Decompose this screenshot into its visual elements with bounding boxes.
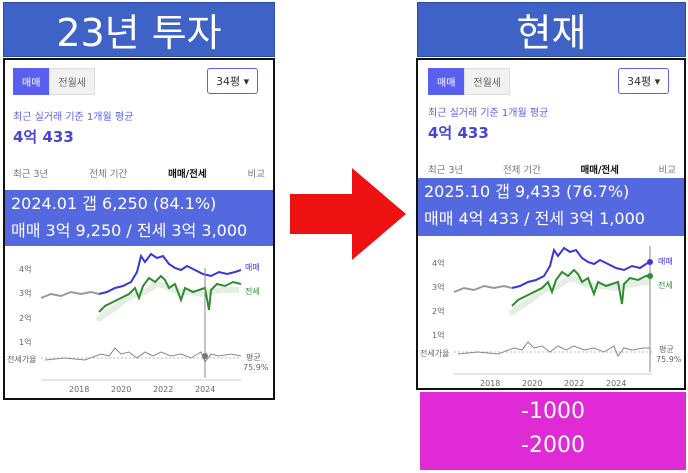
right-tooltip-gap: 2025.10 갭 9,433 (76.7%) [424,182,630,201]
arrow-icon [290,168,406,260]
right-size-value: 34평 [627,75,652,88]
left-ytick-2: 2억 [19,313,31,323]
left-ratio-label: 전세가율 [7,354,36,364]
right-average-price: 4억 433 [428,124,489,142]
chevron-down-icon: ▾ [243,75,250,88]
left-line-ratio [44,347,242,364]
right-filter-3y[interactable]: 최근 3년 [428,165,464,176]
left-cursor-point [202,353,208,359]
left-jeonse-band [95,280,239,323]
right-deal-tabs: 매매 전월세 [428,68,511,95]
right-tab-sale[interactable]: 매매 [428,68,465,95]
right-ytick-4: 4억 [432,258,444,268]
right-filter-compare[interactable]: 비교 [658,165,676,176]
right-ytick-1: 1억 [432,330,444,340]
left-xtick-2020: 2020 [111,385,131,394]
left-label-jeonse: 전세 [245,286,260,296]
right-cursor-point-jeonse [647,273,653,279]
left-ytick-3: 3억 [19,288,31,298]
right-price-chart: 4억 3억 2억 1억 전세가율 매매 전세 평균 75.9% 2018 202… [420,246,682,388]
right-line-sale [511,246,651,289]
right-subtitle: 최근 실거래 기준 1개월 평균 [428,108,549,119]
left-line-sale [98,252,242,295]
left-tab-rent[interactable]: 전월세 [49,68,96,95]
left-line-jeonse [98,274,242,313]
right-apartment-card: 매매 전월세 34평 ▾ 최근 실거래 기준 1개월 평균 4억 433 최근 … [416,58,686,390]
caption-line-1: -1000 [521,399,585,424]
left-line-history [40,290,100,299]
right-tab-rent[interactable]: 전월세 [464,68,511,95]
left-xtick-2018: 2018 [69,385,89,394]
left-xtick-2022: 2022 [153,385,173,394]
left-period-filters: 최근 3년 전체 기간 매매/전세 비교 [13,166,265,180]
left-tooltip-prices: 매매 3억 9,250 / 전세 3억 3,000 [11,221,248,240]
left-avg-value: 75.9% [243,363,269,372]
right-jeonse-band [508,274,650,317]
right-line-ratio [457,341,650,358]
right-ytick-3: 3억 [432,282,444,292]
left-filter-3y[interactable]: 최근 3년 [13,169,49,180]
left-tooltip-box: 2024.01 갭 6,250 (84.1%) 매매 3억 9,250 / 전세… [5,190,273,246]
left-tab-sale[interactable]: 매매 [13,68,50,95]
left-deal-tabs: 매매 전월세 [13,68,96,95]
caption-line-2: -2000 [521,433,585,458]
right-cursor-point-sale [647,259,653,265]
left-filter-sale-jeonse[interactable]: 매매/전세 [168,169,207,180]
right-xtick-2022: 2022 [564,379,584,388]
difference-caption: -1000 -2000 [420,392,686,470]
left-subtitle: 최근 실거래 기준 1개월 평균 [13,112,134,123]
right-avg-value: 75.9% [656,355,682,364]
right-period-filters: 최근 3년 전체 기간 매매/전세 비교 [428,162,676,176]
right-xtick-2020: 2020 [522,379,542,388]
right-banner: 현재 [417,2,686,57]
right-filter-all[interactable]: 전체 기간 [502,165,541,176]
left-apartment-card: 매매 전월세 34평 ▾ 최근 실거래 기준 1개월 평균 4억 433 최근 … [3,58,275,400]
chevron-down-icon: ▾ [654,75,661,88]
left-average-price: 4억 433 [13,128,74,146]
left-filter-compare[interactable]: 비교 [247,169,265,180]
right-tooltip-prices: 매매 4억 433 / 전세 3억 1,000 [424,209,645,228]
left-size-value: 34평 [216,75,241,88]
right-line-history [453,284,513,293]
right-line-jeonse [511,268,650,307]
right-label-jeonse: 전세 [658,280,673,290]
left-ytick-1: 1억 [19,337,31,347]
left-ytick-4: 4억 [19,264,31,274]
left-price-chart: 4억 3억 2억 1억 전세가율 매매 전세 평균 75.9% 2018 202… [7,252,269,394]
right-tooltip-box: 2025.10 갭 9,433 (76.7%) 매매 4억 433 / 전세 3… [418,178,684,236]
right-size-dropdown[interactable]: 34평 ▾ [618,68,670,94]
right-ratio-label: 전세가율 [420,348,449,358]
right-avg-label: 평균 [659,344,674,354]
left-avg-label: 평균 [246,352,261,362]
left-banner: 23년 투자 [3,2,275,57]
left-size-dropdown[interactable]: 34평 ▾ [207,68,259,94]
right-filter-sale-jeonse[interactable]: 매매/전세 [580,165,619,176]
left-tooltip-gap: 2024.01 갭 6,250 (84.1%) [11,194,217,213]
right-xtick-2018: 2018 [480,379,500,388]
right-ytick-2: 2억 [432,306,444,316]
left-label-sale: 매매 [245,263,260,272]
right-label-sale: 매매 [658,257,673,266]
left-xtick-2024: 2024 [195,385,215,394]
left-filter-all[interactable]: 전체 기간 [89,169,128,180]
right-xtick-2024: 2024 [606,379,626,388]
